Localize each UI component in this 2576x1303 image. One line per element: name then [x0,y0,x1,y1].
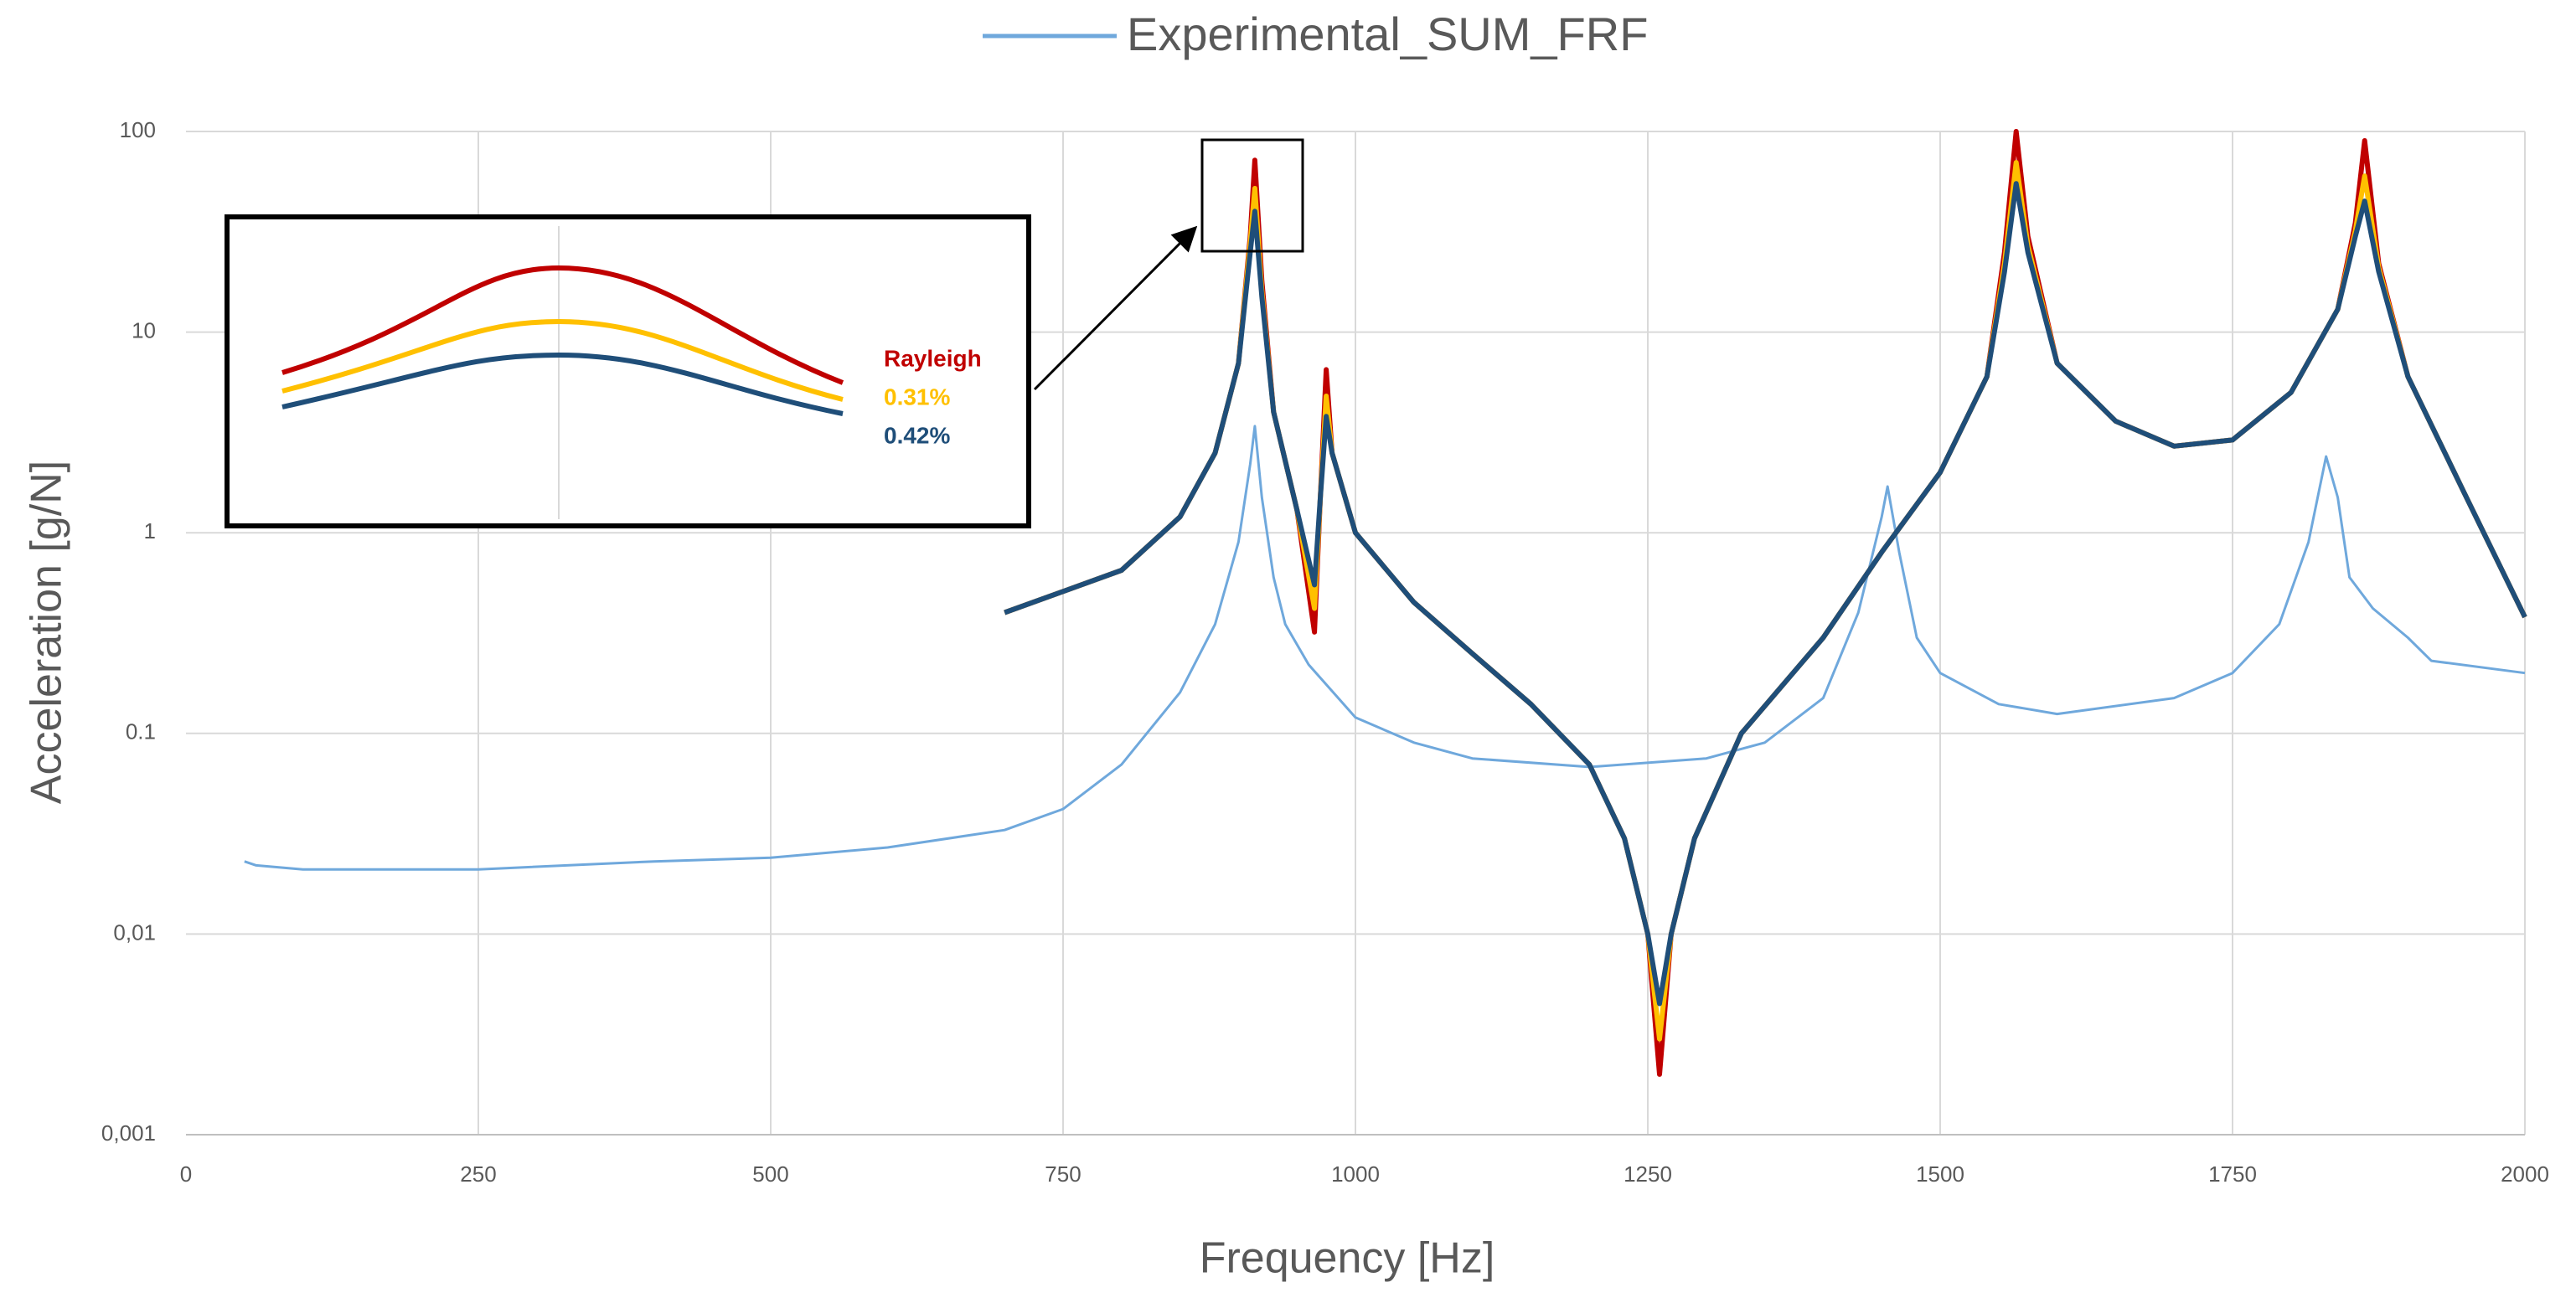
zoom-box [1200,138,1304,253]
series-line [1004,160,2527,1042]
inset-label: 0.42% [884,422,950,448]
x-tick-label: 1500 [1916,1161,1964,1187]
x-tick-label: 0 [180,1161,192,1187]
y-tick-label: 0.1 [126,719,156,744]
y-tick-label: 100 [120,117,156,142]
inset-curve [281,318,844,402]
inset-label: Rayleigh [884,345,982,371]
lines [244,129,2527,1077]
x-tick-label: 250 [460,1161,496,1187]
y-tick-label: 1 [144,518,156,543]
y-tick-label: 10 [132,317,156,342]
y-tick-label: 0,001 [101,1120,156,1146]
series-line [1004,129,2527,1077]
x-tick-label: 500 [752,1161,788,1187]
legend-label: Experimental_SUM_FRF [1127,8,1648,60]
series-line [1004,181,2527,1007]
zoom-arrow [1033,225,1198,391]
x-tick-label: 750 [1045,1161,1081,1187]
inset-curve [281,352,844,416]
inset-label: 0.31% [884,384,950,409]
y-axis-title: Acceleration [g/N] [23,461,71,804]
overlay: Experimental_SUM_FRF Rayleigh 0.31% 0.42% [884,8,1648,449]
y-tick-label: 0,01 [113,919,156,945]
inset-curve [281,265,844,385]
x-axis-title: Frequency [Hz] [1200,1234,1495,1283]
x-tick-label: 1250 [1624,1161,1672,1187]
x-tick-label: 1000 [1331,1161,1380,1187]
x-tick-label: 1750 [2208,1161,2257,1187]
x-tick-label: 2000 [2501,1161,2549,1187]
